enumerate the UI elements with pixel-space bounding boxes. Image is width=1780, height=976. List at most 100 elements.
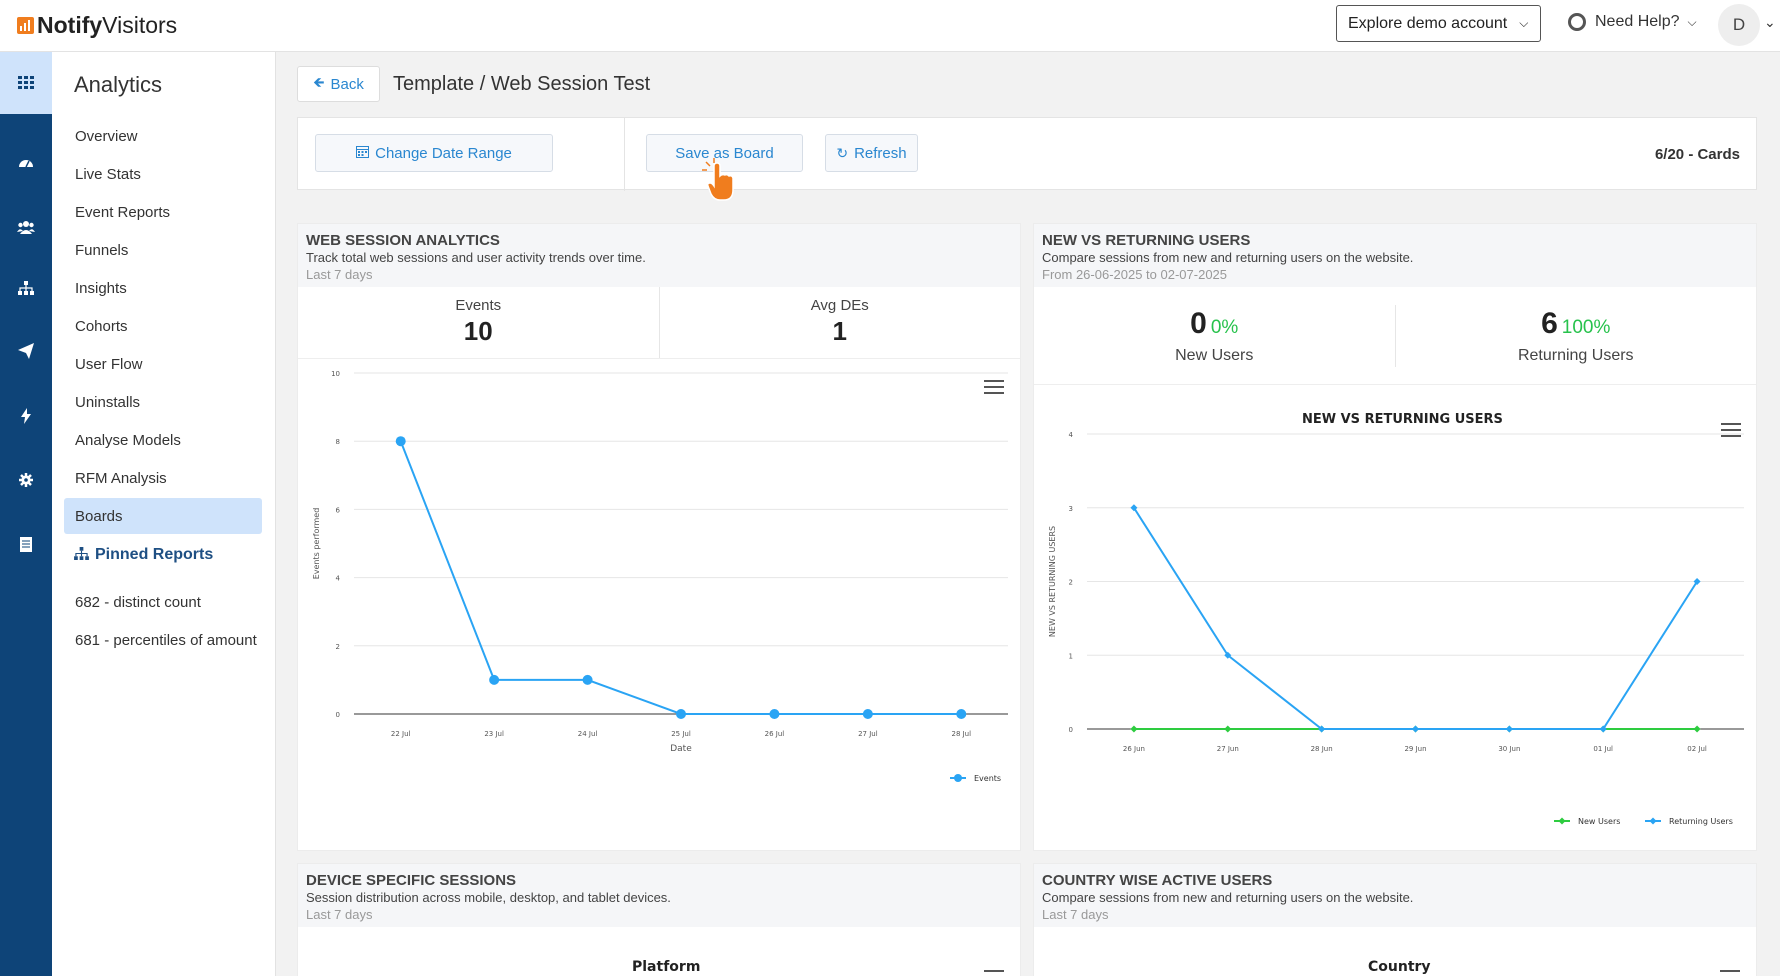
pointer-hand-icon <box>702 158 734 201</box>
data-point <box>1224 651 1232 659</box>
sitemap-icon[interactable] <box>0 266 52 310</box>
y-tick-label: 6 <box>336 506 341 514</box>
sidebar-item-analyse-models[interactable]: Analyse Models <box>75 431 181 449</box>
pinned-report-item[interactable]: 682 - distinct count <box>75 593 201 611</box>
sidebar-title: Analytics <box>74 72 163 97</box>
sitemap-icon <box>74 547 89 563</box>
x-tick-label: 30 Jun <box>1498 745 1520 753</box>
save-as-board-button[interactable]: Save as Board <box>646 134 803 172</box>
data-point <box>862 709 873 719</box>
card-header: NEW VS RETURNING USERS Compare sessions … <box>1034 224 1756 287</box>
bolt-icon[interactable] <box>0 394 52 438</box>
card-header: COUNTRY WISE ACTIVE USERS Compare sessio… <box>1034 864 1756 927</box>
x-tick-label: 25 Jul <box>671 730 691 738</box>
refresh-icon: ↻ <box>836 144 849 161</box>
y-tick-label: 2 <box>1069 579 1073 587</box>
chart-menu-icon[interactable] <box>984 970 1004 976</box>
sidebar-item-event-reports[interactable]: Event Reports <box>75 203 171 221</box>
sidebar-item-rfm-analysis[interactable]: RFM Analysis <box>75 469 167 487</box>
data-point <box>1130 504 1138 512</box>
x-tick-label: 22 Jul <box>391 730 411 738</box>
notifyvisitors-logo[interactable]: Notify Visitors <box>17 12 177 39</box>
y-axis-label: Events performed <box>312 508 321 580</box>
data-point <box>489 674 500 685</box>
stat-divider <box>1394 304 1396 367</box>
logo-bold-text: Notify <box>37 12 103 38</box>
dashboard-gauge-icon[interactable] <box>0 140 52 184</box>
document-icon[interactable] <box>0 522 52 566</box>
events-line-chart: 0 2 4 6 8 10 22 Jul 23 Jul 24 Jul 25 Jul 26 Jul 27 … <box>312 370 1008 783</box>
pinned-reports-heading: Pinned Reports <box>74 546 213 564</box>
card-title: NEW VS RETURNING USERS <box>1042 232 1251 249</box>
explore-demo-account-dropdown[interactable]: Explore demo account ⌵ <box>1336 5 1541 42</box>
x-tick-label: 24 Jul <box>578 730 598 738</box>
refresh-label: Refresh <box>854 144 907 162</box>
events-stat-value: 10 <box>463 316 493 346</box>
chevron-down-icon: ⌵ <box>1519 16 1529 30</box>
x-tick-label: 27 Jun <box>1217 745 1239 753</box>
avg-des-stat-label: Avg DEs <box>810 297 869 314</box>
gear-icon[interactable] <box>0 458 52 502</box>
sidebar-item-live-stats[interactable]: Live Stats <box>75 165 141 183</box>
card-header: WEB SESSION ANALYTICS Track total web se… <box>298 224 1020 287</box>
refresh-button[interactable]: ↻ Refresh <box>825 134 918 172</box>
chart-menu-icon[interactable] <box>1720 970 1740 976</box>
lifebuoy-icon <box>1568 13 1586 31</box>
sidebar-item-overview[interactable]: Overview <box>75 127 138 145</box>
y-tick-label: 1 <box>1069 652 1073 660</box>
sidebar-item-boards[interactable]: Boards <box>64 498 262 534</box>
new-vs-returning-line-chart: 0 1 2 3 4 26 Jun 27 Jun 28 Jun 29 Jun 30 Jun 01 Ju… <box>1048 431 1744 826</box>
events-stat: Events 10 <box>298 287 659 358</box>
legend-label: Events <box>974 774 1001 783</box>
y-axis-label: NEW VS RETURNING USERS <box>1048 526 1057 637</box>
top-bar: Notify Visitors Explore demo account ⌵ Ne… <box>0 0 1780 52</box>
card-title: DEVICE SPECIFIC SESSIONS <box>306 872 517 889</box>
y-tick-label: 10 <box>331 370 340 378</box>
board-toolbar: Change Date Range Save as Board ↻ Refres… <box>297 117 1757 191</box>
sidebar-item-uninstalls[interactable]: Uninstalls <box>75 393 141 411</box>
country-wise-active-users-card: COUNTRY WISE ACTIVE USERS Compare sessio… <box>1033 863 1757 976</box>
change-date-range-button[interactable]: Change Date Range <box>315 134 553 172</box>
legend-label: Returning Users <box>1669 817 1733 826</box>
new-users-stat: 0 0% New Users <box>1034 307 1395 365</box>
y-tick-label: 0 <box>336 711 340 719</box>
x-axis-label: Date <box>670 744 692 754</box>
events-stat-label: Events <box>455 297 502 314</box>
card-title: COUNTRY WISE ACTIVE USERS <box>1042 872 1273 889</box>
sidebar-item-user-flow[interactable]: User Flow <box>75 355 143 373</box>
new-users-label: New Users <box>1175 346 1254 364</box>
sidebar-item-funnels[interactable]: Funnels <box>75 241 129 259</box>
chart-title: Platform <box>632 959 701 975</box>
apps-grid-icon[interactable] <box>0 52 52 114</box>
data-point <box>582 674 593 685</box>
new-users-value: 0 <box>1190 306 1207 340</box>
icon-rail <box>0 52 52 976</box>
avg-des-stat: Avg DEs 1 <box>658 287 1021 358</box>
back-button[interactable]: 🡸 Back <box>297 66 380 102</box>
y-tick-label: 4 <box>336 575 341 583</box>
chart-menu-icon[interactable] <box>1721 423 1741 437</box>
pinned-report-item[interactable]: 681 - percentiles of amount <box>75 631 257 649</box>
data-point <box>1693 725 1701 733</box>
users-icon[interactable] <box>0 205 52 249</box>
x-tick-label: 28 Jun <box>1311 745 1333 753</box>
avatar[interactable]: D <box>1718 4 1760 46</box>
card-description: Compare sessions from new and returning … <box>1042 250 1414 265</box>
card-date-range: Last 7 days <box>306 267 373 282</box>
need-help-dropdown[interactable]: Need Help? ⌵ <box>1568 13 1697 31</box>
series-line <box>1133 507 1698 730</box>
legend-marker <box>1558 817 1566 825</box>
data-point <box>676 709 686 719</box>
explore-label: Explore demo account <box>1348 14 1508 32</box>
sidebar-item-cohorts[interactable]: Cohorts <box>75 317 128 335</box>
paper-plane-icon[interactable] <box>0 329 52 373</box>
y-tick-label: 8 <box>336 438 340 446</box>
sidebar-item-insights[interactable]: Insights <box>75 279 127 297</box>
change-date-range-label: Change Date Range <box>375 144 512 162</box>
chevron-down-icon[interactable]: ⌄ <box>1764 14 1776 30</box>
y-tick-label: 0 <box>1069 726 1073 734</box>
logo-text: Visitors <box>102 12 178 38</box>
chart-menu-icon[interactable] <box>984 380 1004 394</box>
data-point <box>769 709 780 719</box>
web-session-stats: Events 10 Avg DEs 1 <box>298 287 1020 359</box>
